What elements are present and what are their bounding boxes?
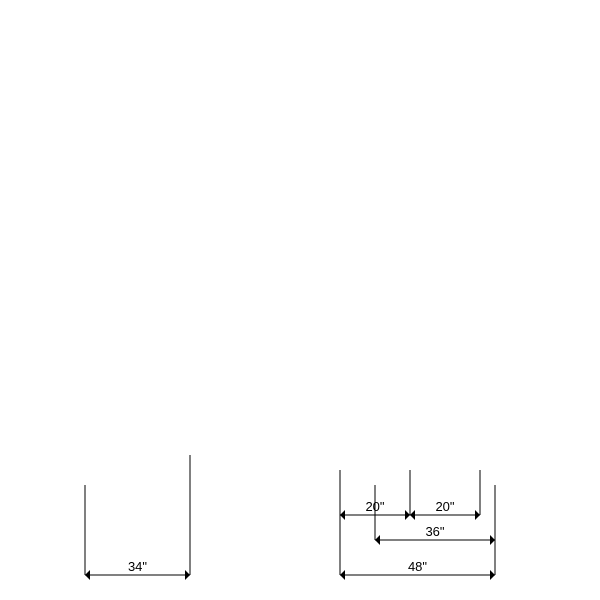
svg-text:36": 36": [425, 524, 444, 539]
svg-text:34": 34": [128, 559, 147, 574]
svg-text:20": 20": [365, 499, 384, 514]
svg-text:20": 20": [435, 499, 454, 514]
svg-text:48": 48": [408, 559, 427, 574]
